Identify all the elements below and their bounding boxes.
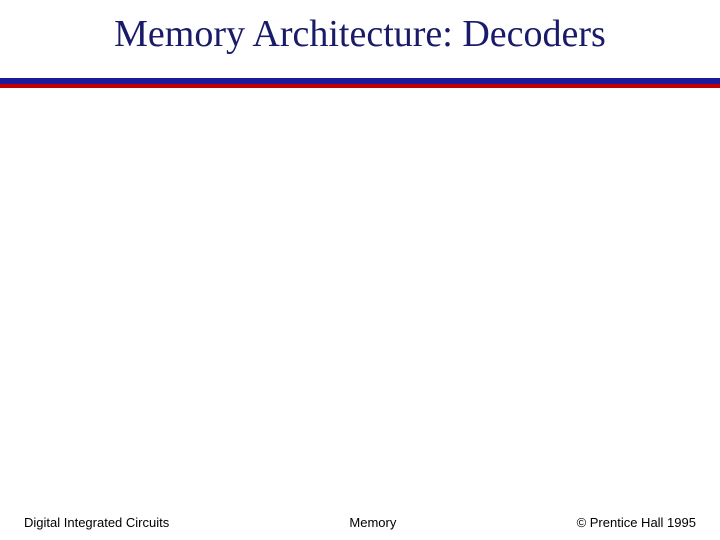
footer-left: Digital Integrated Circuits (24, 515, 169, 530)
divider-bottom-bar (0, 84, 720, 88)
footer-right: © Prentice Hall 1995 (577, 515, 696, 530)
slide-footer: Digital Integrated Circuits Memory © Pre… (0, 515, 720, 530)
slide: Memory Architecture: Decoders Digital In… (0, 0, 720, 540)
slide-title: Memory Architecture: Decoders (0, 12, 720, 56)
footer-center: Memory (349, 515, 396, 530)
title-divider (0, 78, 720, 88)
